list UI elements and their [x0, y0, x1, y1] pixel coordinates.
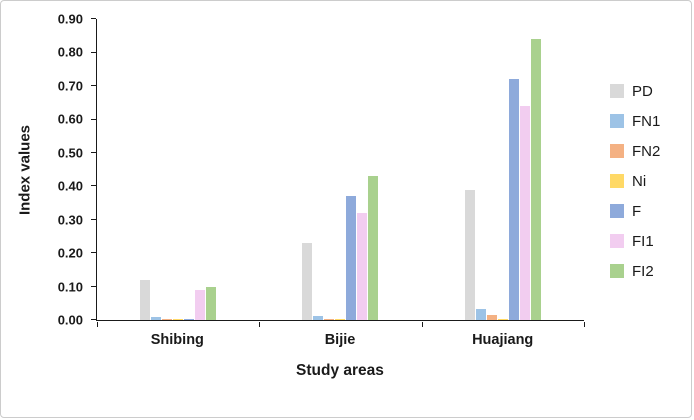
legend-label-f: F: [632, 202, 642, 220]
legend-swatch-ni: [610, 174, 624, 188]
x-tick-mark: [259, 321, 261, 327]
bar-fi2-huajiang: [530, 39, 541, 320]
y-tick-mark: [90, 85, 96, 87]
y-tick-label: 0.90: [57, 11, 83, 27]
y-tick-label: 0.20: [57, 245, 83, 261]
legend-swatch-fn2: [610, 144, 624, 158]
legend-label-fn2: FN2: [632, 142, 661, 160]
bar-group-huajiang: [422, 19, 584, 320]
legend-swatch-pd: [610, 84, 624, 98]
legend-swatch-f: [610, 204, 624, 218]
bar-fn1-shibing: [151, 316, 162, 320]
legend: PD FN1 FN2 Ni F FI1 FI2: [610, 81, 660, 281]
bar-fn2-huajiang: [486, 314, 497, 320]
bar-ni-shibing: [173, 319, 184, 320]
bar-fn1-bijie: [313, 316, 324, 320]
bar-ni-huajiang: [497, 318, 508, 320]
legend-item-fi2: FI2: [610, 261, 660, 281]
y-tick-mark: [90, 218, 96, 220]
legend-item-pd: PD: [610, 81, 660, 101]
y-tick-label: 0.30: [57, 212, 83, 228]
bar-fi1-shibing: [195, 289, 206, 320]
y-tick-label: 0.80: [57, 44, 83, 60]
legend-label-fn1: FN1: [632, 112, 661, 130]
bar-f-bijie: [346, 196, 357, 320]
x-category-label-shibing: Shibing: [150, 332, 204, 348]
bar-fi2-bijie: [368, 176, 379, 320]
legend-label-ni: Ni: [632, 172, 647, 190]
x-category-label-huajiang: Huajiang: [472, 332, 534, 348]
legend-swatch-fi1: [610, 234, 624, 248]
bar-pd-huajiang: [464, 189, 475, 320]
y-tick-label: 0.40: [57, 178, 83, 194]
bar-fi2-shibing: [206, 286, 217, 320]
plot-area: [90, 18, 585, 327]
legend-label-fi1: FI1: [632, 232, 654, 250]
bar-f-shibing: [184, 318, 195, 320]
y-tick-mark: [90, 319, 96, 321]
legend-swatch-fn1: [610, 114, 624, 128]
bar-fi1-huajiang: [519, 105, 530, 320]
x-category-label-bijie: Bijie: [324, 332, 356, 348]
legend-item-fi1: FI1: [610, 231, 660, 251]
bar-groups: [97, 19, 584, 320]
bar-pd-shibing: [140, 279, 151, 320]
y-tick-label: 0.10: [57, 279, 83, 295]
y-tick-mark: [90, 152, 96, 154]
x-tick-mark: [584, 321, 585, 327]
y-tick-mark: [90, 118, 96, 120]
bar-pd-bijie: [302, 243, 313, 320]
y-tick-mark: [90, 18, 96, 20]
legend-item-fn2: FN2: [610, 141, 660, 161]
x-tick-mark: [421, 321, 423, 327]
bar-fi1-bijie: [357, 212, 368, 320]
bar-fn2-shibing: [162, 319, 173, 320]
y-tick-mark: [90, 285, 96, 287]
y-tick-label: 0.70: [57, 78, 83, 94]
y-tick-label: 0.50: [57, 145, 83, 161]
legend-item-ni: Ni: [610, 171, 660, 191]
y-tick-label: 0.00: [57, 312, 83, 328]
bar-f-huajiang: [508, 79, 519, 320]
bar-fn1-huajiang: [475, 308, 486, 320]
bar-group-bijie: [259, 19, 421, 320]
y-tick-mark: [90, 185, 96, 187]
legend-item-fn1: FN1: [610, 111, 660, 131]
legend-label-pd: PD: [632, 82, 653, 100]
bar-fn2-bijie: [324, 318, 335, 320]
legend-swatch-fi2: [610, 264, 624, 278]
y-axis: 0.00 0.10 0.20 0.30 0.40 0.50 0.60 0.70 0.80 0.90: [1, 12, 89, 328]
y-tick-mark: [90, 51, 96, 53]
x-axis-category-labels: Shibing Bijie Huajiang: [96, 332, 584, 348]
x-tick-mark: [97, 321, 98, 327]
y-tick-mark: [90, 252, 96, 254]
bar-group-shibing: [97, 19, 259, 320]
x-axis-title: Study areas: [296, 362, 384, 379]
legend-label-fi2: FI2: [632, 262, 654, 280]
bar-ni-bijie: [335, 319, 346, 320]
legend-item-f: F: [610, 201, 660, 221]
y-tick-label: 0.60: [57, 111, 83, 127]
